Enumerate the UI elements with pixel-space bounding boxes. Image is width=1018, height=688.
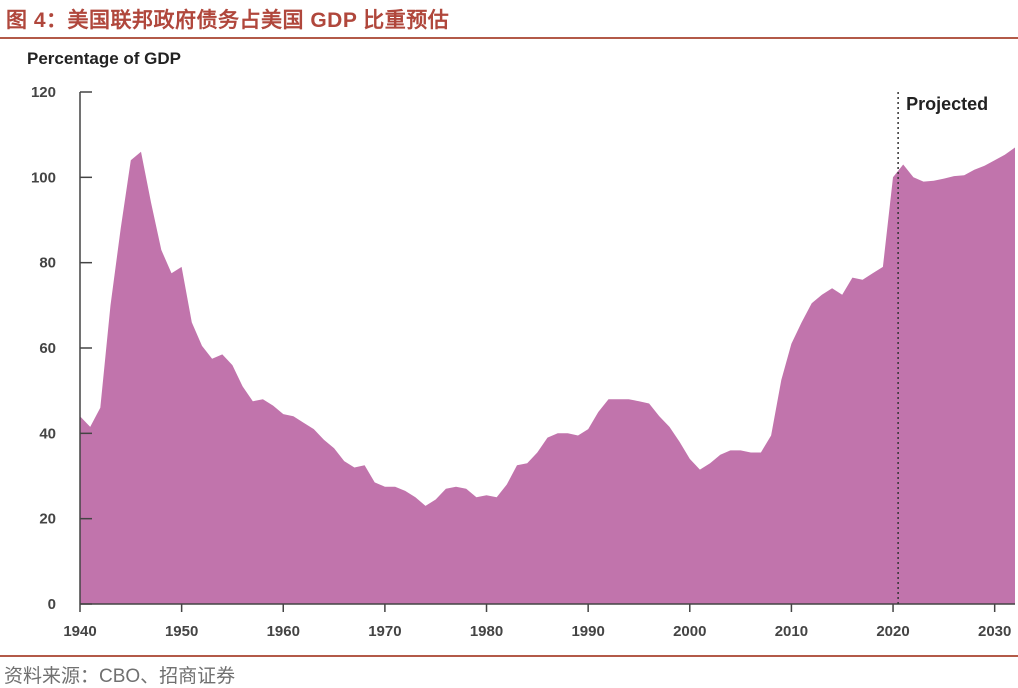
x-tick-label-2020: 2020 bbox=[876, 623, 909, 640]
y-tick-label-20: 20 bbox=[39, 511, 56, 528]
title-divider bbox=[0, 37, 1018, 39]
source-note: 资料来源：CBO、招商证券 bbox=[4, 666, 236, 687]
x-tick-label-2000: 2000 bbox=[673, 623, 706, 640]
x-tick-label-1990: 1990 bbox=[571, 623, 604, 640]
y-tick-label-80: 80 bbox=[39, 255, 56, 272]
y-axis-label: Percentage of GDP bbox=[27, 49, 181, 68]
projected-label: Projected bbox=[906, 94, 988, 114]
y-tick-label-100: 100 bbox=[31, 169, 56, 186]
debt-area-series-0 bbox=[80, 147, 1015, 604]
y-tick-label-60: 60 bbox=[39, 340, 56, 357]
x-tick-label-1940: 1940 bbox=[63, 623, 96, 640]
footer-divider bbox=[0, 655, 1018, 657]
x-tick-label-1970: 1970 bbox=[368, 623, 401, 640]
x-tick-label-2030: 2030 bbox=[978, 623, 1011, 640]
chart-axes: 0 20 40 60 80 100 120 1940 1950 1960 1970 1980 1990 2… bbox=[31, 84, 1015, 640]
x-tick-label-1980: 1980 bbox=[470, 623, 503, 640]
y-tick-label-40: 40 bbox=[39, 425, 56, 442]
x-tick-label-1950: 1950 bbox=[165, 623, 198, 640]
y-tick-label-120: 120 bbox=[31, 84, 56, 101]
x-tick-label-1960: 1960 bbox=[267, 623, 300, 640]
x-tick-label-2010: 2010 bbox=[775, 623, 808, 640]
chart-annotations: Projected bbox=[897, 92, 988, 604]
debt-area-chart: Percentage of GDP 0 20 40 60 80 100 120 1940 195… bbox=[27, 49, 1015, 640]
y-tick-label-0: 0 bbox=[48, 596, 56, 613]
chart-marks bbox=[80, 147, 1015, 604]
figure-title: 图 4：美国联邦政府债务占美国 GDP 比重预估 bbox=[6, 9, 450, 32]
